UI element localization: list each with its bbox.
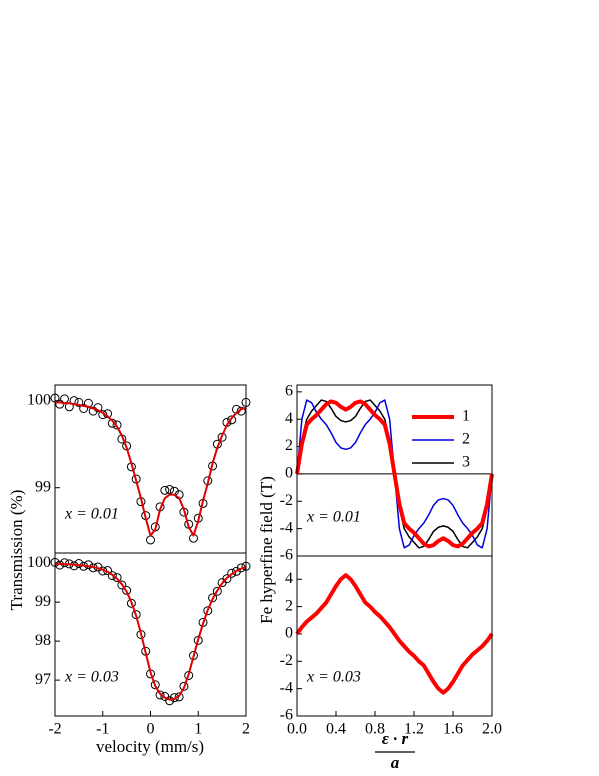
x-axis-label: velocity (mm/s): [96, 737, 204, 756]
x-tick-label: 2: [242, 721, 250, 738]
data-point: [160, 485, 170, 495]
data-point: [74, 397, 84, 407]
series-line: [55, 401, 247, 537]
y-tick-label: 97: [35, 671, 51, 688]
x-tick-label: 0.8: [365, 721, 385, 738]
data-point: [107, 418, 117, 428]
series-line: [295, 399, 494, 549]
y-tick-label: -6: [280, 547, 293, 564]
data-point: [179, 681, 189, 691]
y-tick-label: -2: [280, 652, 293, 669]
x-tick-label: 0.4: [326, 721, 346, 738]
data-point: [165, 696, 175, 706]
data-point: [227, 568, 237, 578]
x-axis-label-numerator: ε · r: [382, 729, 409, 748]
data-point: [212, 586, 222, 596]
data-point: [93, 403, 103, 413]
x-tick-label: -2: [48, 721, 61, 738]
x-tick-label: 0.0: [287, 721, 307, 738]
data-point: [165, 484, 175, 494]
x-axis-label-denominator: a: [391, 753, 400, 772]
annotation: x = 0.03: [64, 669, 119, 686]
x-tick-label: 0: [147, 721, 155, 738]
legend-label: 3: [462, 454, 470, 471]
plot-frame: [296, 555, 493, 717]
y-tick-label: 0: [285, 625, 293, 642]
data-point: [174, 692, 184, 702]
y-tick-label: 2: [285, 597, 293, 614]
y-axis-label: Transmission (%): [7, 490, 26, 611]
data-point: [74, 559, 84, 569]
x-tick-label: -1: [96, 721, 109, 738]
data-point: [146, 535, 155, 545]
plot-frame: [54, 552, 247, 717]
y-tick-label: 4: [285, 570, 293, 587]
data-point: [208, 593, 218, 603]
data-point: [122, 585, 132, 595]
data-point: [203, 606, 213, 616]
data-point: [112, 420, 122, 430]
y-tick-label: 4: [285, 410, 293, 427]
y-tick-label: 99: [35, 478, 51, 495]
y-tick-label: 99: [35, 593, 51, 610]
x-tick-label: 1.6: [443, 721, 463, 738]
y-tick-label: 2: [285, 437, 293, 454]
plot-frame: [54, 384, 247, 554]
data-point: [117, 580, 127, 590]
data-point: [79, 404, 89, 414]
y-tick-label: 0: [285, 465, 293, 482]
legend-label: 1: [462, 408, 470, 425]
data-point: [60, 558, 70, 568]
y-tick-label: 98: [35, 632, 51, 649]
y-tick-label: -4: [280, 679, 293, 696]
data-point: [60, 394, 70, 404]
data-point: [155, 690, 165, 700]
data-point: [150, 680, 160, 690]
y-tick-label: -6: [280, 707, 293, 724]
legend-label: 2: [462, 431, 470, 448]
x-tick-label: 1: [194, 721, 202, 738]
x-tick-label: 1.2: [404, 721, 424, 738]
x-tick-label: 2.0: [482, 721, 502, 738]
series-line: [295, 573, 494, 695]
annotation: x = 0.01: [64, 506, 119, 523]
y-tick-label: -4: [280, 519, 293, 536]
y-axis-label: Fe hyperfine field (T): [257, 476, 276, 624]
data-point: [55, 399, 65, 409]
annotation: x = 0.03: [306, 669, 361, 686]
data-point: [112, 573, 122, 583]
data-point: [227, 415, 237, 425]
y-tick-label: 100: [27, 554, 51, 571]
series-line: [55, 562, 247, 701]
data-point: [126, 598, 136, 608]
data-point: [107, 571, 117, 581]
y-tick-label: 6: [285, 383, 293, 400]
data-point: [222, 574, 232, 584]
y-tick-label: 100: [27, 391, 51, 408]
data-point: [169, 693, 179, 703]
y-tick-label: -2: [280, 492, 293, 509]
annotation: x = 0.01: [306, 509, 361, 526]
